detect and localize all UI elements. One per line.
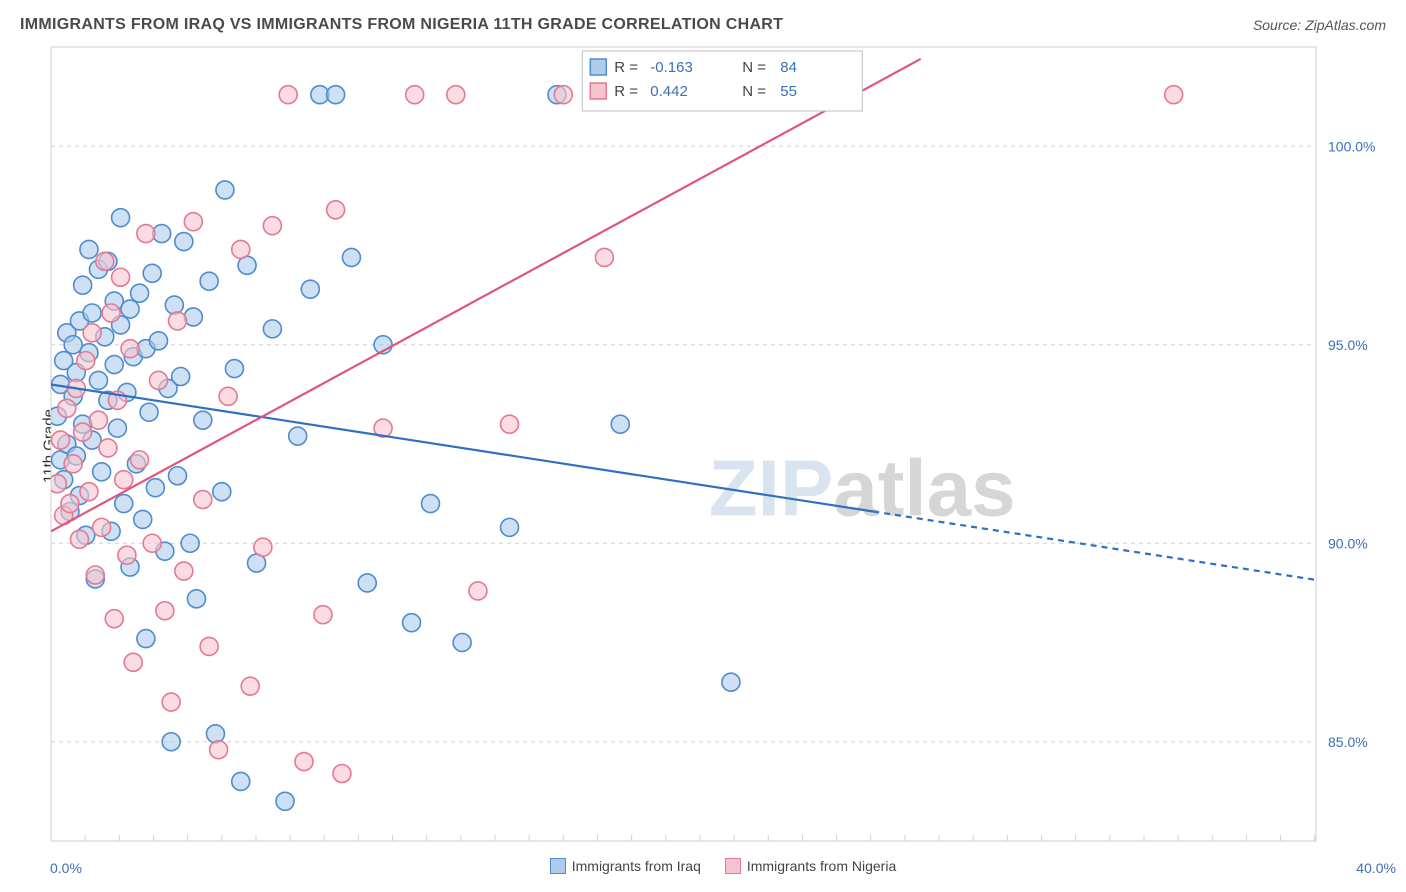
legend-label-nigeria: Immigrants from Nigeria	[747, 858, 896, 874]
svg-text:84: 84	[780, 59, 797, 76]
svg-text:95.0%: 95.0%	[1328, 337, 1368, 353]
svg-text:55: 55	[780, 83, 797, 100]
svg-text:N =: N =	[742, 83, 766, 100]
svg-text:-0.163: -0.163	[650, 59, 693, 76]
source-prefix: Source:	[1253, 17, 1305, 33]
source-label: Source: ZipAtlas.com	[1253, 17, 1386, 33]
svg-text:N =: N =	[742, 59, 766, 76]
legend-item-iraq: Immigrants from Iraq	[550, 858, 701, 874]
legend-item-nigeria: Immigrants from Nigeria	[725, 858, 896, 874]
legend-label-iraq: Immigrants from Iraq	[572, 858, 701, 874]
svg-text:90.0%: 90.0%	[1328, 535, 1368, 551]
x-axis: 0.0% Immigrants from Iraq Immigrants fro…	[50, 850, 1396, 884]
chart-title: IMMIGRANTS FROM IRAQ VS IMMIGRANTS FROM …	[20, 16, 783, 34]
svg-text:100.0%: 100.0%	[1328, 138, 1375, 154]
svg-text:0.442: 0.442	[650, 83, 688, 100]
legend-swatch-nigeria	[725, 858, 741, 874]
svg-text:R =: R =	[614, 59, 638, 76]
svg-text:ZIPatlas: ZIPatlas	[709, 443, 1016, 532]
legend-swatch-iraq	[550, 858, 566, 874]
x-axis-max-label: 40.0%	[1356, 860, 1396, 876]
chart-area: 85.0% 90.0% 95.0% 100.0% ZIPatlas R = -0.163 N …	[50, 46, 1396, 842]
svg-text:85.0%: 85.0%	[1328, 734, 1368, 750]
svg-text:R =: R =	[614, 83, 638, 100]
source-link[interactable]: ZipAtlas.com	[1305, 17, 1386, 33]
bottom-legend: Immigrants from Iraq Immigrants from Nig…	[50, 858, 1396, 874]
